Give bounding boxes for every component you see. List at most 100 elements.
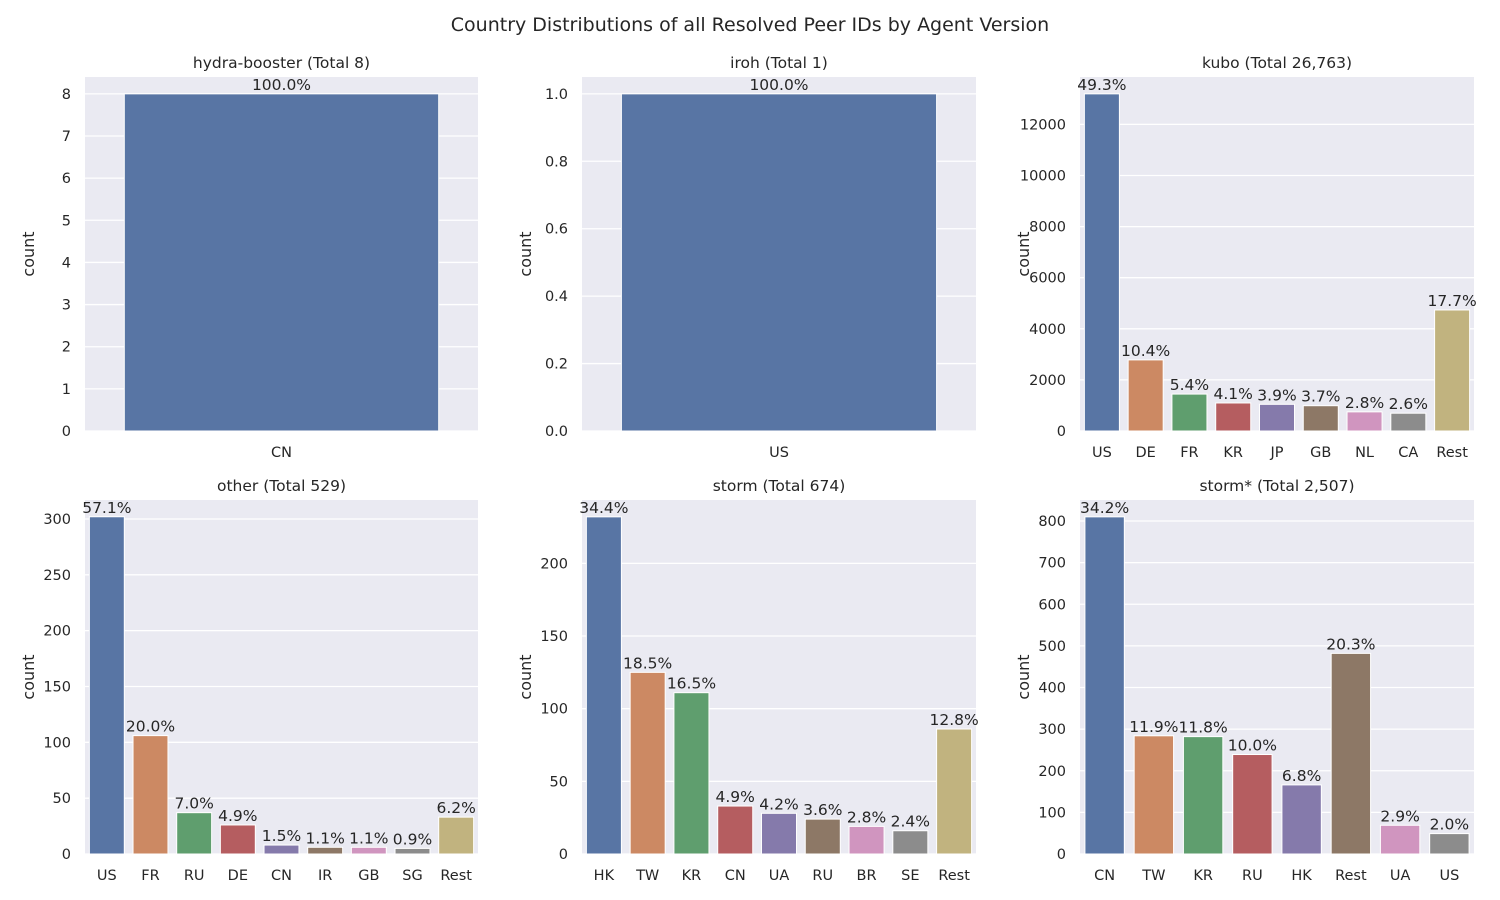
bar-percent-label: 5.4%: [1170, 376, 1209, 394]
subplot-title: storm (Total 674): [713, 477, 846, 495]
subplot-3: 0 2000 4000 6000 8000 10000 12000 49.3% US 10.4% D…: [1014, 54, 1477, 461]
x-tick-label: KR: [682, 868, 702, 884]
x-tick-label: RU: [184, 868, 205, 884]
bar-percent-label: 20.3%: [1326, 635, 1375, 653]
bar-percent-label: 2.0%: [1430, 816, 1469, 834]
y-tick-label: 250: [43, 568, 71, 584]
y-tick-label: 0: [62, 847, 71, 863]
bar-percent-label: 16.5%: [667, 675, 716, 693]
bar-percent-label: 2.6%: [1389, 395, 1428, 413]
y-tick-label: 3: [62, 298, 71, 314]
subplot-5: 0 50 100 150 200 34.4% HK 18.5% TW 16.5% KR 4.9% CN 4…: [516, 477, 979, 884]
x-tick-label: SE: [901, 868, 919, 884]
y-tick-label: 0: [1057, 424, 1066, 440]
y-tick-label: 8: [62, 87, 71, 103]
bar-percent-label: 34.4%: [579, 499, 628, 517]
bar-HK: [585, 516, 622, 855]
x-tick-label: CA: [1398, 445, 1418, 461]
y-tick-label: 400: [1038, 681, 1066, 697]
x-tick-label: RU: [1242, 868, 1263, 884]
y-tick-label: 7: [62, 129, 71, 145]
bar-percent-label: 49.3%: [1077, 76, 1126, 94]
x-tick-label: GB: [1310, 445, 1331, 461]
y-axis-label: count: [19, 654, 38, 699]
y-tick-label: 50: [53, 791, 71, 807]
y-tick-label: 0.8: [545, 154, 568, 170]
bar-IR: [307, 846, 344, 855]
y-tick-label: 0.4: [545, 289, 568, 305]
y-axis-label: count: [19, 231, 38, 276]
subplot-title: storm* (Total 2,507): [1199, 477, 1354, 495]
bar-US: [1429, 833, 1470, 855]
bar-percent-label: 11.8%: [1179, 719, 1228, 737]
x-tick-label: US: [769, 445, 789, 461]
y-tick-label: 0.0: [545, 424, 568, 440]
bar-percent-label: 4.9%: [218, 807, 257, 825]
x-tick-label: Rest: [1335, 868, 1367, 884]
bar-GB: [1302, 405, 1339, 432]
bar-percent-label: 3.7%: [1301, 388, 1340, 406]
x-tick-label: HK: [1291, 868, 1312, 884]
y-tick-label: 0: [559, 847, 568, 863]
subplot-title: kubo (Total 26,763): [1202, 54, 1352, 72]
y-tick-label: 8000: [1029, 220, 1066, 236]
x-tick-label: DE: [1136, 445, 1156, 461]
bar-UA: [760, 812, 798, 855]
x-tick-label: US: [97, 868, 117, 884]
y-tick-label: 200: [1038, 764, 1066, 780]
x-tick-label: CN: [271, 868, 292, 884]
bar-CN: [1084, 516, 1125, 855]
bar-RU: [1232, 754, 1273, 855]
bar-BR: [848, 825, 885, 855]
bar-percent-label: 57.1%: [82, 499, 131, 517]
bar-KR: [1182, 736, 1224, 855]
x-tick-label: RU: [812, 868, 833, 884]
x-tick-label: GB: [358, 868, 379, 884]
x-tick-label: Rest: [440, 868, 472, 884]
x-tick-label: TW: [1141, 868, 1165, 884]
bar-UA: [1379, 824, 1421, 855]
y-tick-label: 100: [1038, 805, 1066, 821]
y-tick-label: 6000: [1029, 271, 1066, 287]
bar-percent-label: 4.1%: [1214, 385, 1253, 403]
bar-percent-label: 4.9%: [716, 788, 755, 806]
x-tick-label: FR: [1180, 445, 1198, 461]
bar-US: [1083, 93, 1120, 432]
bar-KR: [673, 692, 710, 855]
bar-SG: [394, 847, 431, 855]
bar-KR: [1215, 402, 1252, 432]
y-tick-label: 300: [1038, 722, 1066, 738]
bar-percent-label: 6.8%: [1282, 767, 1321, 785]
bar-percent-label: 1.1%: [305, 829, 344, 847]
bar-RU: [176, 812, 213, 855]
bar-percent-label: 12.8%: [929, 711, 978, 729]
y-tick-label: 300: [43, 512, 71, 528]
bar-NL: [1346, 411, 1383, 432]
y-axis-label: count: [1014, 654, 1033, 699]
bar-percent-label: 3.9%: [1257, 386, 1296, 404]
x-tick-label: CN: [725, 868, 746, 884]
bar-Rest: [1330, 652, 1372, 855]
y-tick-label: 0: [1057, 847, 1066, 863]
bar-percent-label: 100.0%: [252, 76, 311, 94]
y-tick-label: 1.0: [545, 87, 568, 103]
bar-percent-label: 1.5%: [262, 827, 301, 845]
bar-DE: [1127, 359, 1164, 432]
y-tick-label: 0: [62, 424, 71, 440]
bar-percent-label: 2.9%: [1380, 807, 1419, 825]
bar-percent-label: 2.8%: [847, 808, 886, 826]
y-tick-label: 6: [62, 171, 71, 187]
bar-percent-label: 1.1%: [349, 829, 388, 847]
y-tick-label: 800: [1038, 514, 1066, 530]
bar-SE: [892, 830, 929, 855]
y-tick-label: 4000: [1029, 322, 1066, 338]
y-tick-label: 100: [43, 735, 71, 751]
x-tick-label: UA: [1390, 868, 1411, 884]
y-tick-label: 500: [1038, 639, 1066, 655]
x-tick-label: CN: [271, 445, 292, 461]
x-tick-label: HK: [594, 868, 615, 884]
bar-FR: [132, 735, 169, 855]
y-axis-label: count: [516, 231, 535, 276]
